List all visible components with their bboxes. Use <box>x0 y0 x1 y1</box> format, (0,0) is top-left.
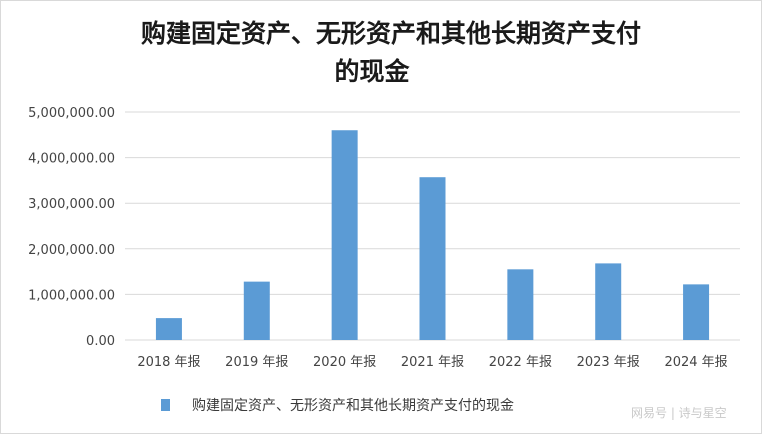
x-tick-label: 2018 年报 <box>137 355 200 370</box>
x-tick-label: 2022 年报 <box>489 355 552 370</box>
chart-title-line-2: 的现金 <box>334 57 410 86</box>
x-tick-label: 2024 年报 <box>664 355 727 370</box>
bar <box>243 281 270 340</box>
bar <box>595 263 622 340</box>
x-tick-label: 2021 年报 <box>401 355 464 370</box>
x-tick-label: 2023 年报 <box>577 355 640 370</box>
legend-swatch <box>161 399 170 411</box>
bar <box>419 177 446 340</box>
y-tick-label: 4,000,000.00 <box>28 152 115 167</box>
chart-title: 购建固定资产、无形资产和其他长期资产支付 的现金 <box>1 15 762 91</box>
y-tick-label: 3,000,000.00 <box>28 197 115 212</box>
bar <box>155 318 182 340</box>
legend-label: 购建固定资产、无形资产和其他长期资产支付的现金 <box>192 398 514 414</box>
y-tick-label: 5,000,000.00 <box>28 106 115 121</box>
bar <box>507 269 534 340</box>
bar <box>331 130 358 340</box>
bar <box>683 284 710 340</box>
chart-title-line-1: 购建固定资产、无形资产和其他长期资产支付 <box>140 19 641 48</box>
x-tick-label: 2019 年报 <box>225 355 288 370</box>
x-tick-label: 2020 年报 <box>313 355 376 370</box>
chart-legend: 购建固定资产、无形资产和其他长期资产支付的现金 <box>161 395 514 415</box>
watermark-text: 网易号 | 诗与星空 <box>631 406 727 420</box>
y-tick-label: 0.00 <box>86 334 115 349</box>
y-tick-label: 1,000,000.00 <box>28 288 115 303</box>
y-tick-label: 2,000,000.00 <box>28 243 115 258</box>
